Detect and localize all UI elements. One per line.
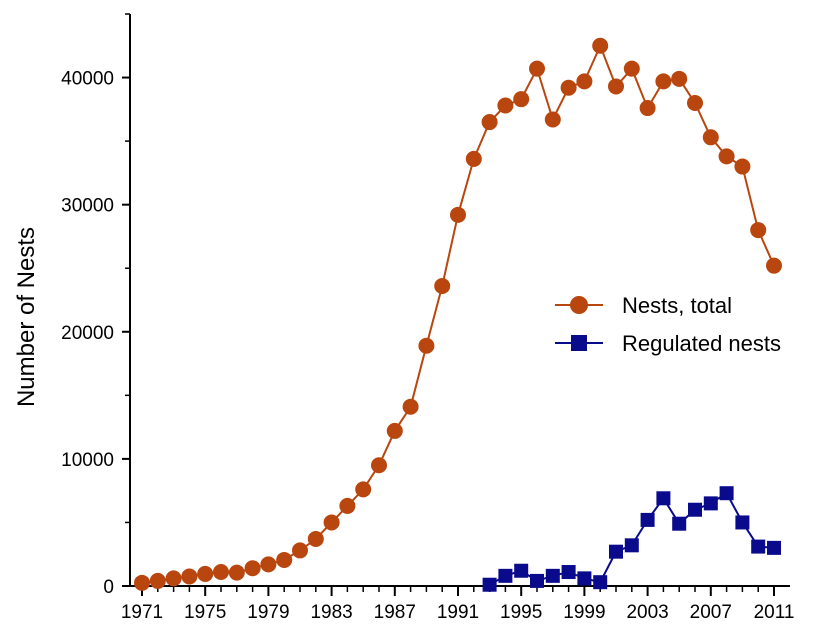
data-point [640,512,655,527]
data-point [767,540,781,555]
data-point [355,481,372,498]
data-point [197,565,214,582]
data-point [623,60,640,77]
x-tick-label: 1975 [184,602,226,623]
data-point [561,565,576,580]
data-point [323,514,340,531]
data-point [465,150,482,167]
x-tick-label: 1991 [437,602,479,623]
data-point [213,564,229,581]
data-point [228,564,245,581]
data-point [244,560,261,577]
data-point [560,79,577,96]
data-point [181,568,198,585]
data-point [639,100,656,117]
series-layer [134,37,782,592]
legend-label-regulated: Regulated nests [622,331,781,356]
data-point [702,129,719,146]
series-regulated [482,486,781,592]
data-point [688,502,702,517]
data-point [481,114,498,131]
y-tick-label: 10000 [61,450,114,471]
y-tick-label: 40000 [61,69,114,90]
y-ticks: 0 10000 20000 30000 40000 [61,69,130,598]
data-point [576,73,593,90]
data-point [750,222,767,239]
data-point [718,148,735,165]
x-tick-label: 2007 [690,602,732,623]
data-point [703,496,718,511]
data-point [656,491,671,506]
x-tick-label: 2011 [754,602,795,623]
data-point [292,542,308,559]
data-point [734,158,751,175]
data-point [450,206,466,223]
data-point [402,398,419,415]
data-point [529,60,545,77]
data-point [498,568,513,583]
data-point [735,515,750,530]
data-point [482,577,497,592]
data-point [513,91,530,108]
data-point [434,278,451,295]
data-point [544,111,561,128]
data-point [687,94,703,111]
data-point [593,575,608,590]
y-tick-label: 30000 [61,196,114,217]
x-tick-label: 1999 [563,602,605,623]
data-point [339,497,356,514]
legend: Nests, total Regulated nests [555,293,781,356]
data-point [719,486,734,501]
data-point [165,570,182,587]
data-point [530,573,544,588]
data-point [624,538,639,553]
data-point [260,556,277,573]
data-point [514,563,529,578]
data-point [577,571,592,586]
data-point [276,551,293,568]
legend-item-total: Nests, total [555,293,732,318]
data-point [386,422,403,439]
data-point [371,457,387,474]
y-axis-title: Number of Nests [13,227,40,407]
data-point [655,73,672,90]
x-tick-label: 1987 [374,602,416,623]
x-tick-label: 1979 [247,602,289,623]
series-total [134,37,782,591]
data-point [134,574,150,591]
y-minor-ticks [125,13,130,524]
data-point [766,257,782,274]
legend-marker-regulated [571,335,587,351]
x-tick-label: 2003 [626,602,668,623]
x-tick-label: 1971 [121,602,163,623]
x-tick-label: 1995 [500,602,542,623]
data-point [608,78,624,95]
data-point [592,37,609,54]
legend-item-regulated: Regulated nests [555,331,781,356]
data-point [149,572,166,589]
data-point [545,568,560,583]
data-point [418,337,435,354]
data-point [672,516,687,531]
y-tick-label: 0 [103,577,114,598]
data-point [751,539,766,554]
data-point [497,97,514,114]
legend-label-total: Nests, total [622,293,732,318]
x-tick-label: 1983 [310,602,352,623]
legend-marker-total [570,296,588,314]
data-point [609,544,623,559]
x-minor-ticks [157,586,759,592]
x-ticks: 1971 1975 1979 1983 1987 1991 1995 1999 2003 2007… [121,586,795,623]
data-point [307,530,324,547]
y-tick-label: 20000 [61,323,114,344]
data-point [671,70,688,87]
